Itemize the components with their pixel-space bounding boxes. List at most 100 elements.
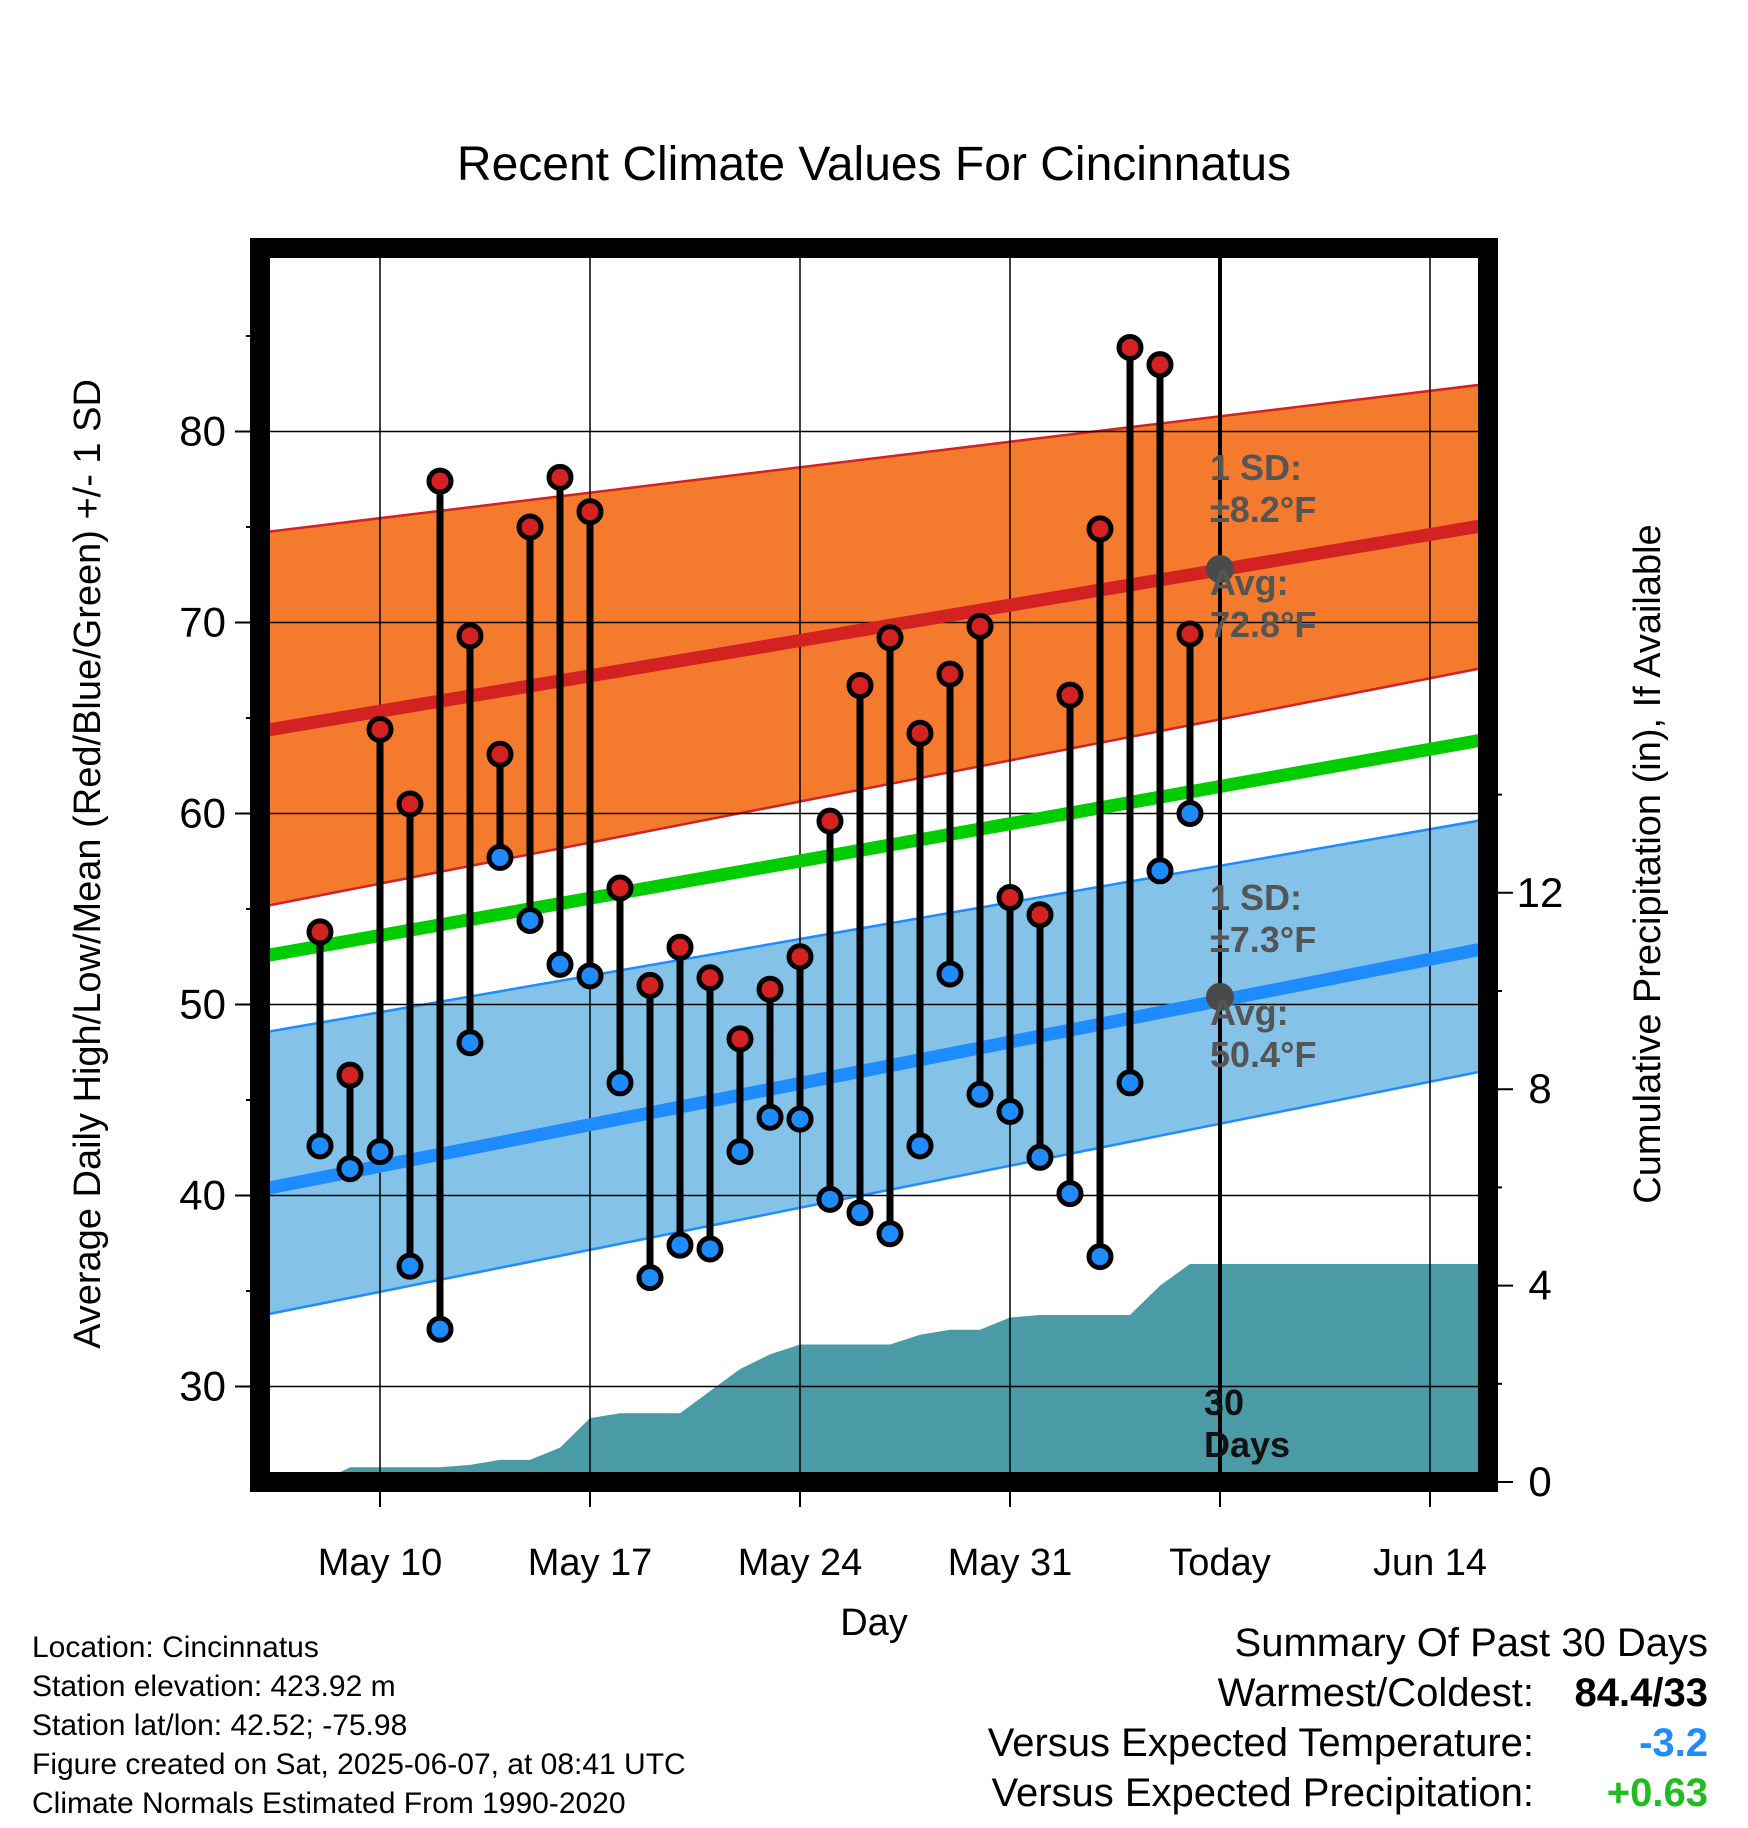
y-tick-label: 30	[179, 1363, 226, 1410]
precip-value: +0.63	[1606, 1771, 1708, 1815]
daily-low-point	[786, 1105, 814, 1133]
daily-high-point	[396, 790, 424, 818]
summary-warmest-row: Warmest/Coldest: 84.4/33	[988, 1668, 1708, 1718]
info-normals: Climate Normals Estimated From 1990-2020	[32, 1787, 626, 1820]
daily-low-point	[756, 1103, 784, 1131]
cumulative-precip	[290, 1263, 1488, 1482]
daily-high-point	[846, 672, 874, 700]
daily-temps	[306, 333, 1204, 1343]
today-avg-high-marker	[1206, 555, 1234, 584]
daily-high-point	[966, 612, 994, 640]
station-info: Location: Cincinnatus Station elevation:…	[32, 1628, 686, 1823]
y-axis-label: Average Daily High/Low/Mean (Red/Blue/Gr…	[67, 379, 109, 1349]
summary-title: Summary Of Past 30 Days	[1234, 1621, 1708, 1665]
daily-low-point	[516, 906, 544, 934]
daily-high-point	[306, 918, 334, 946]
daily-high-point	[456, 622, 484, 650]
daily-low-point	[696, 1235, 724, 1263]
daily-high-point	[726, 1025, 754, 1053]
x-tick-label: May 31	[948, 1542, 1073, 1584]
y2-tick-label: 12	[1517, 869, 1564, 916]
y-tick-label: 60	[179, 790, 226, 837]
daily-low-point	[1056, 1180, 1084, 1208]
chart-title: Recent Climate Values For Cincinnatus	[457, 138, 1291, 191]
x-tick-label: Today	[1169, 1542, 1270, 1584]
info-latlon: Station lat/lon: 42.52; -75.98	[32, 1709, 408, 1742]
daily-high-point	[786, 943, 814, 971]
daily-high-point	[1026, 901, 1054, 929]
daily-high-point	[606, 874, 634, 902]
summary-precip-row: Versus Expected Precipitation: +0.63	[988, 1768, 1708, 1818]
low-avg-annotation: 50.4°F	[1210, 1034, 1316, 1075]
daily-low-point	[426, 1315, 454, 1343]
y2-tick-label: 0	[1528, 1458, 1551, 1505]
temp-label: Versus Expected Temperature:	[987, 1721, 1534, 1765]
temp-value: -3.2	[1639, 1721, 1708, 1765]
y2-tick-label: 8	[1528, 1065, 1551, 1112]
window-annotation: Days	[1204, 1424, 1290, 1465]
x-tick-label: May 10	[318, 1542, 443, 1584]
high-sd-band	[260, 383, 1488, 908]
daily-low-point	[1116, 1069, 1144, 1097]
daily-low-point	[636, 1264, 664, 1292]
daily-high-point	[996, 884, 1024, 912]
low-sd-annotation: 1 SD:	[1210, 877, 1302, 918]
summary-panel: Summary Of Past 30 Days Warmest/Coldest:…	[988, 1618, 1708, 1818]
low-avg-annotation: Avg:	[1210, 992, 1289, 1033]
daily-high-point	[696, 964, 724, 992]
daily-low-point	[456, 1029, 484, 1057]
today-avg-low-marker	[1206, 982, 1234, 1011]
daily-low-point	[1026, 1143, 1054, 1171]
daily-high-point	[906, 719, 934, 747]
high-avg-annotation: 72.8°F	[1210, 604, 1316, 645]
daily-low-point	[606, 1069, 634, 1097]
x-tick-label: May 24	[738, 1542, 863, 1584]
window-annotation: 30	[1204, 1382, 1244, 1423]
y-tick-label: 50	[179, 981, 226, 1028]
y2-tick-label: 4	[1528, 1262, 1551, 1309]
daily-high-point	[366, 715, 394, 743]
daily-high-point	[1116, 333, 1144, 361]
daily-high-point	[636, 971, 664, 999]
daily-high-point	[756, 975, 784, 1003]
high-sd-annotation: 1 SD:	[1210, 447, 1302, 488]
high-sd-annotation: ±8.2°F	[1210, 489, 1316, 530]
low-sd-annotation: ±7.3°F	[1210, 919, 1316, 960]
daily-high-point	[1056, 681, 1084, 709]
daily-high-point	[1146, 351, 1174, 379]
y-tick-label: 70	[179, 599, 226, 646]
x-tick-label: Jun 14	[1373, 1542, 1487, 1584]
daily-low-point	[726, 1138, 754, 1166]
daily-high-point	[486, 740, 514, 768]
daily-low-point	[486, 843, 514, 871]
precip-area	[290, 1263, 1488, 1482]
precip-label: Versus Expected Precipitation:	[991, 1771, 1534, 1815]
y2-axis-label: Cumulative Precipitation (in), If Availa…	[1627, 524, 1669, 1203]
daily-low-point	[1176, 800, 1204, 827]
plot-frame	[250, 238, 1498, 1492]
daily-low-point	[546, 950, 574, 978]
daily-low-point	[366, 1138, 394, 1166]
daily-low-point	[876, 1220, 904, 1248]
info-elevation: Station elevation: 423.92 m	[32, 1670, 396, 1703]
daily-low-point	[396, 1252, 424, 1280]
daily-low-point	[306, 1132, 334, 1160]
daily-low-point	[816, 1185, 844, 1213]
info-created: Figure created on Sat, 2025-06-07, at 08…	[32, 1748, 686, 1781]
daily-low-point	[576, 962, 604, 990]
daily-low-point	[666, 1231, 694, 1259]
daily-high-point	[516, 513, 544, 541]
y-tick-label: 80	[179, 408, 226, 455]
x-tick-label: May 17	[528, 1542, 653, 1584]
high-avg-annotation: Avg:	[1210, 562, 1289, 603]
daily-high-point	[426, 467, 454, 495]
daily-low-point	[996, 1097, 1024, 1125]
daily-low-point	[1146, 857, 1174, 885]
daily-high-point	[1086, 515, 1114, 543]
daily-low-point	[966, 1080, 994, 1108]
x-axis-label: Day	[840, 1602, 908, 1644]
warmest-value: 84.4/33	[1574, 1671, 1708, 1715]
